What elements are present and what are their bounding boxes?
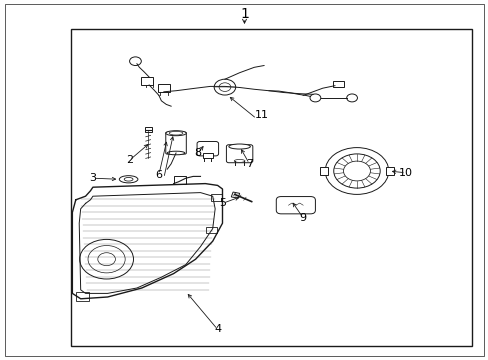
Circle shape	[88, 246, 125, 273]
Ellipse shape	[325, 148, 388, 194]
Text: 2: 2	[126, 155, 133, 165]
FancyBboxPatch shape	[226, 145, 252, 163]
Ellipse shape	[124, 177, 133, 181]
FancyBboxPatch shape	[165, 132, 186, 154]
Ellipse shape	[167, 151, 184, 155]
Bar	[332, 81, 343, 87]
Ellipse shape	[165, 131, 186, 136]
Circle shape	[309, 94, 320, 102]
Text: 8: 8	[194, 148, 201, 158]
Text: 3: 3	[89, 173, 96, 183]
Ellipse shape	[234, 159, 244, 162]
Text: 7: 7	[245, 159, 252, 169]
Bar	[173, 176, 185, 184]
Bar	[231, 192, 239, 198]
Circle shape	[129, 57, 141, 66]
Circle shape	[219, 83, 230, 91]
Text: 10: 10	[398, 168, 412, 178]
Text: 9: 9	[299, 213, 306, 223]
Text: 5: 5	[219, 198, 225, 208]
Text: 11: 11	[254, 110, 268, 120]
Bar	[320, 167, 327, 175]
Text: 4: 4	[214, 324, 221, 334]
Ellipse shape	[228, 144, 250, 149]
Circle shape	[98, 253, 115, 266]
Bar	[141, 77, 153, 85]
Bar	[211, 194, 222, 201]
Ellipse shape	[119, 176, 138, 183]
Bar	[386, 167, 393, 175]
Text: 6: 6	[155, 170, 162, 180]
Bar	[76, 292, 89, 301]
Circle shape	[80, 239, 133, 279]
Circle shape	[214, 79, 235, 95]
Bar	[206, 227, 217, 233]
Bar	[203, 153, 212, 158]
Bar	[71, 29, 471, 346]
Text: 1: 1	[240, 8, 248, 21]
Ellipse shape	[169, 131, 183, 135]
Circle shape	[346, 94, 357, 102]
FancyBboxPatch shape	[197, 141, 218, 156]
Ellipse shape	[333, 154, 380, 188]
Bar	[157, 84, 170, 92]
Ellipse shape	[343, 161, 370, 181]
FancyBboxPatch shape	[276, 197, 315, 214]
Bar	[144, 127, 151, 132]
